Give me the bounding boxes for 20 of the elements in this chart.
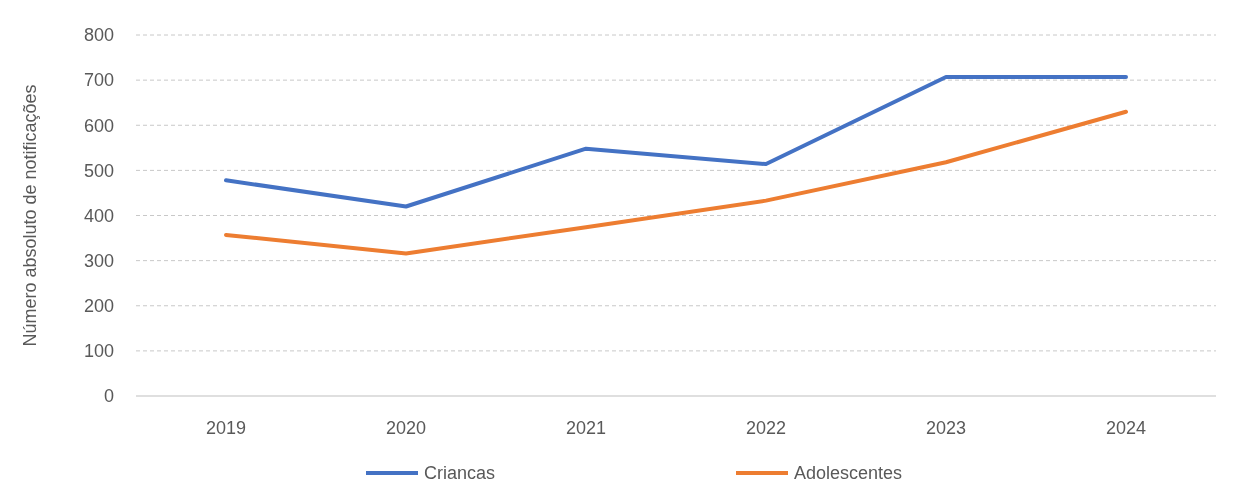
y-tick-label: 400 — [83, 205, 114, 226]
y-tick-label: 800 — [83, 25, 114, 46]
x-tick-label: 2023 — [925, 418, 967, 438]
x-tick-label: 2024 — [1105, 418, 1147, 438]
y-tick-label: 700 — [83, 70, 114, 91]
line-series — [224, 74, 1128, 209]
x-tick-label: 2020 — [385, 418, 427, 438]
legend-label: Adolescentes — [794, 463, 903, 483]
y-tick-label: 500 — [83, 160, 114, 181]
legend-label: Criancas — [424, 463, 496, 483]
x-tick-label: 2021 — [565, 418, 607, 438]
x-tick-label: 2022 — [745, 418, 787, 438]
y-tick-label: 200 — [83, 296, 114, 317]
y-tick-label: 0 — [103, 386, 114, 407]
line-series — [224, 109, 1128, 256]
y-tick-label: 300 — [83, 250, 114, 271]
y-tick-label: 600 — [83, 115, 114, 136]
y-axis-title: Número absoluto de notificações — [20, 84, 40, 347]
x-tick-label: 2019 — [205, 418, 247, 438]
y-tick-label: 100 — [83, 341, 114, 362]
